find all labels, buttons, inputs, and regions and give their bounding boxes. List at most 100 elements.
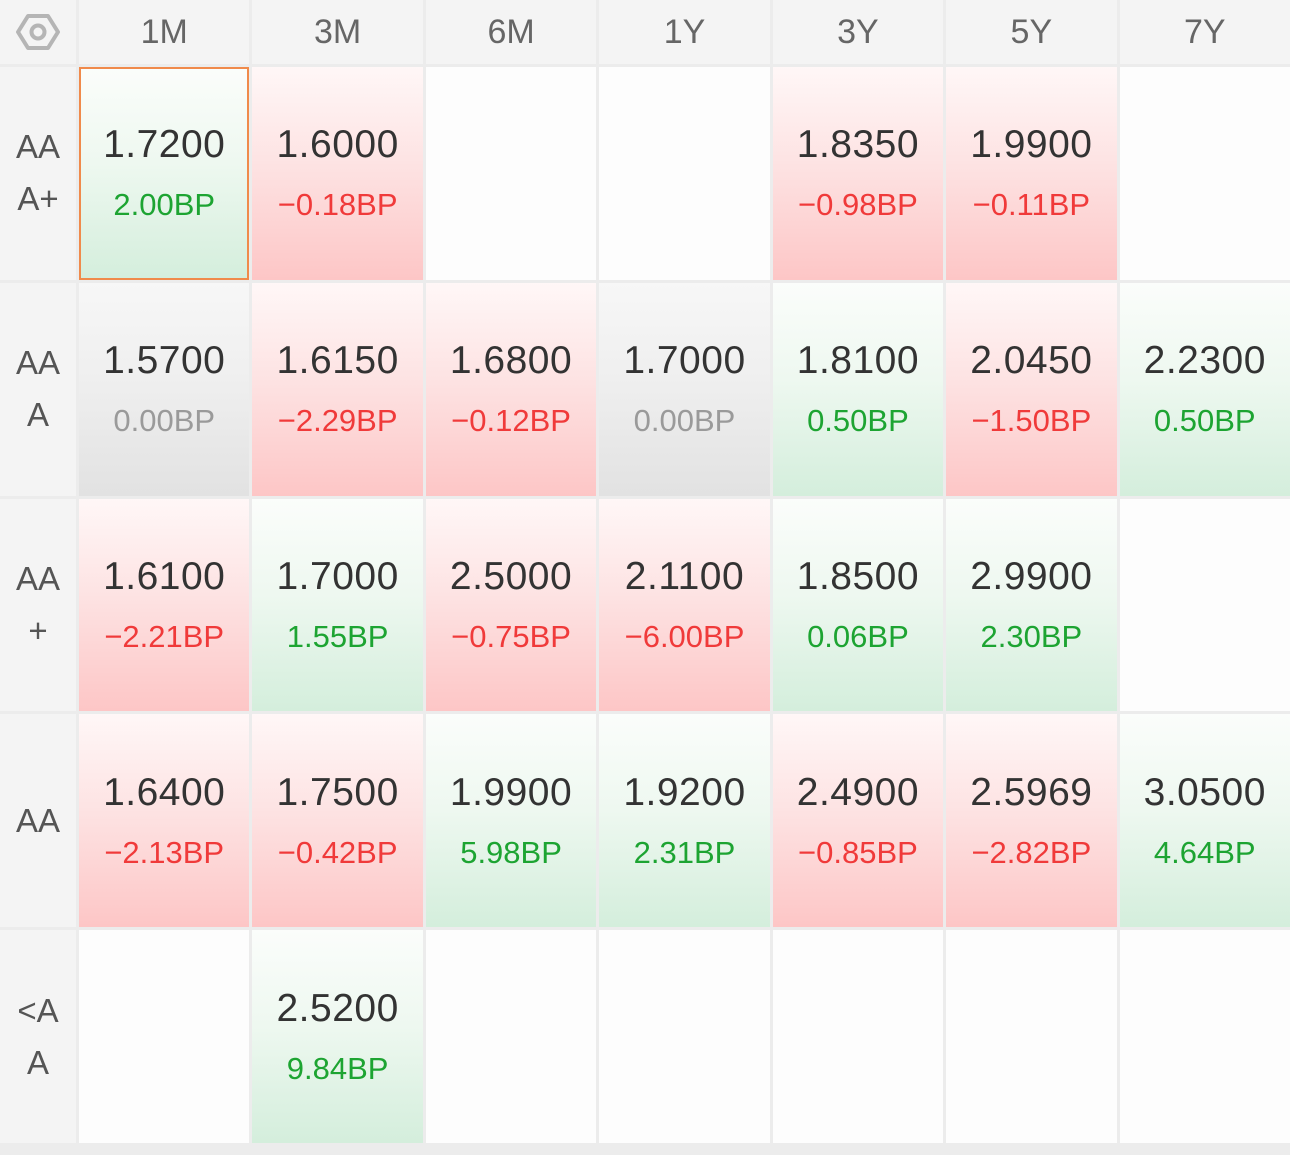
column-header-5y[interactable]: 5Y bbox=[946, 0, 1117, 64]
yield-cell[interactable]: 1.6000 −0.18BP bbox=[252, 67, 423, 280]
yield-cell[interactable]: 2.0450 −1.50BP bbox=[946, 282, 1117, 496]
yield-cell[interactable]: 3.0500 4.64BP bbox=[1119, 714, 1290, 928]
yield-value: 1.8350 bbox=[796, 123, 920, 167]
yield-value: 1.6150 bbox=[276, 339, 399, 383]
change-bp: 0.06BP bbox=[807, 618, 909, 654]
column-header-7y[interactable]: 7Y bbox=[1119, 0, 1290, 64]
change-bp: 0.00BP bbox=[113, 403, 216, 439]
yield-cell[interactable]: 1.6100 −2.21BP bbox=[79, 498, 250, 712]
change-bp: −0.42BP bbox=[277, 834, 398, 870]
change-bp: −0.11BP bbox=[972, 187, 1091, 223]
change-bp: −2.21BP bbox=[104, 618, 225, 654]
change-bp: −0.18BP bbox=[277, 187, 398, 223]
empty-cell[interactable] bbox=[1119, 67, 1290, 280]
yield-value: 1.7200 bbox=[103, 123, 226, 167]
yield-value: 3.0500 bbox=[1143, 770, 1266, 814]
yield-cell[interactable]: 1.7200 2.00BP bbox=[79, 67, 250, 280]
yield-value: 2.5000 bbox=[449, 554, 573, 598]
empty-cell[interactable] bbox=[946, 930, 1117, 1143]
change-bp: 4.64BP bbox=[1153, 834, 1256, 870]
change-bp: −0.98BP bbox=[798, 187, 918, 223]
change-bp: −2.13BP bbox=[104, 834, 225, 870]
yield-value: 1.8500 bbox=[796, 554, 920, 598]
yield-value: 2.9900 bbox=[970, 554, 1093, 598]
change-bp: 2.31BP bbox=[633, 834, 736, 870]
row-label: AA bbox=[0, 714, 76, 928]
yield-cell[interactable]: 2.4900 −0.85BP bbox=[772, 714, 944, 928]
yield-cell[interactable]: 2.1100 −6.00BP bbox=[599, 498, 770, 712]
yield-value: 1.6000 bbox=[276, 123, 399, 167]
empty-cell[interactable] bbox=[425, 67, 597, 280]
empty-cell[interactable] bbox=[79, 930, 250, 1143]
yield-cell[interactable]: 1.5700 0.00BP bbox=[79, 282, 250, 496]
row-label-text: <AA bbox=[17, 991, 59, 1081]
settings-hexagon-icon bbox=[16, 14, 60, 50]
change-bp: −0.75BP bbox=[451, 618, 571, 654]
change-bp: −2.82BP bbox=[971, 834, 1092, 870]
change-bp: 0.50BP bbox=[1153, 403, 1256, 439]
row-label-text: AA bbox=[15, 801, 61, 839]
yield-cell[interactable]: 1.7000 1.55BP bbox=[252, 498, 423, 712]
yield-value: 1.7000 bbox=[623, 339, 746, 383]
change-bp: 0.50BP bbox=[807, 403, 909, 439]
yield-cell[interactable]: 1.7000 0.00BP bbox=[599, 282, 770, 496]
yield-cell[interactable]: 1.6150 −2.29BP bbox=[252, 282, 423, 496]
row-label: AAA+ bbox=[0, 67, 76, 280]
yield-value: 2.0450 bbox=[970, 339, 1093, 383]
yield-cell[interactable]: 2.5969 −2.82BP bbox=[946, 714, 1117, 928]
row-label-text: AAA+ bbox=[15, 128, 61, 218]
empty-cell[interactable] bbox=[1119, 498, 1290, 712]
empty-cell[interactable] bbox=[1119, 930, 1290, 1143]
row-label-text: AAA bbox=[15, 344, 61, 434]
change-bp: −1.50BP bbox=[971, 403, 1092, 439]
change-bp: 2.30BP bbox=[980, 618, 1083, 654]
yield-cell[interactable]: 2.9900 2.30BP bbox=[946, 498, 1117, 712]
yield-value: 1.7500 bbox=[276, 770, 399, 814]
yield-value: 1.8100 bbox=[796, 339, 920, 383]
change-bp: 1.55BP bbox=[286, 618, 389, 654]
yield-value: 1.9900 bbox=[449, 770, 573, 814]
yield-cell[interactable]: 2.5000 −0.75BP bbox=[425, 498, 597, 712]
column-header-6m[interactable]: 6M bbox=[425, 0, 597, 64]
yield-value: 2.1100 bbox=[624, 554, 745, 598]
empty-cell[interactable] bbox=[599, 930, 770, 1143]
yield-value: 1.7000 bbox=[276, 554, 399, 598]
yield-value: 2.5200 bbox=[276, 986, 399, 1030]
yield-cell[interactable]: 1.9900 5.98BP bbox=[425, 714, 597, 928]
yield-value: 1.9900 bbox=[970, 123, 1093, 167]
yield-value: 2.4900 bbox=[796, 770, 920, 814]
change-bp: 5.98BP bbox=[460, 834, 562, 870]
change-bp: 2.00BP bbox=[113, 187, 216, 223]
yield-cell[interactable]: 1.7500 −0.42BP bbox=[252, 714, 423, 928]
column-header-3m[interactable]: 3M bbox=[252, 0, 423, 64]
yield-value: 1.6100 bbox=[103, 554, 226, 598]
yield-cell[interactable]: 1.6800 −0.12BP bbox=[425, 282, 597, 496]
settings-button[interactable] bbox=[0, 0, 76, 64]
yield-cell[interactable]: 1.6400 −2.13BP bbox=[79, 714, 250, 928]
yield-cell[interactable]: 1.8100 0.50BP bbox=[772, 282, 944, 496]
column-header-1m[interactable]: 1M bbox=[79, 0, 250, 64]
yield-cell[interactable]: 1.9200 2.31BP bbox=[599, 714, 770, 928]
yield-cell[interactable]: 1.8350 −0.98BP bbox=[772, 67, 944, 280]
yield-value: 1.6400 bbox=[103, 770, 226, 814]
empty-cell[interactable] bbox=[599, 67, 770, 280]
row-label: <AA bbox=[0, 930, 76, 1143]
yield-cell[interactable]: 2.2300 0.50BP bbox=[1119, 282, 1290, 496]
change-bp: 0.00BP bbox=[633, 403, 736, 439]
empty-cell[interactable] bbox=[425, 930, 597, 1143]
yield-cell[interactable]: 2.5200 9.84BP bbox=[252, 930, 423, 1143]
column-header-1y[interactable]: 1Y bbox=[599, 0, 770, 64]
change-bp: −6.00BP bbox=[624, 618, 745, 654]
yield-cell[interactable]: 1.8500 0.06BP bbox=[772, 498, 944, 712]
change-bp: −0.12BP bbox=[451, 403, 571, 439]
row-label: AAA bbox=[0, 282, 76, 496]
row-label-text: AA+ bbox=[15, 559, 61, 649]
yield-value: 2.2300 bbox=[1143, 339, 1266, 383]
yield-value: 1.9200 bbox=[623, 770, 746, 814]
empty-cell[interactable] bbox=[772, 930, 944, 1143]
yield-cell[interactable]: 1.9900 −0.11BP bbox=[946, 67, 1117, 280]
column-header-3y[interactable]: 3Y bbox=[772, 0, 944, 64]
yield-value: 1.5700 bbox=[103, 339, 226, 383]
change-bp: 9.84BP bbox=[286, 1050, 389, 1086]
